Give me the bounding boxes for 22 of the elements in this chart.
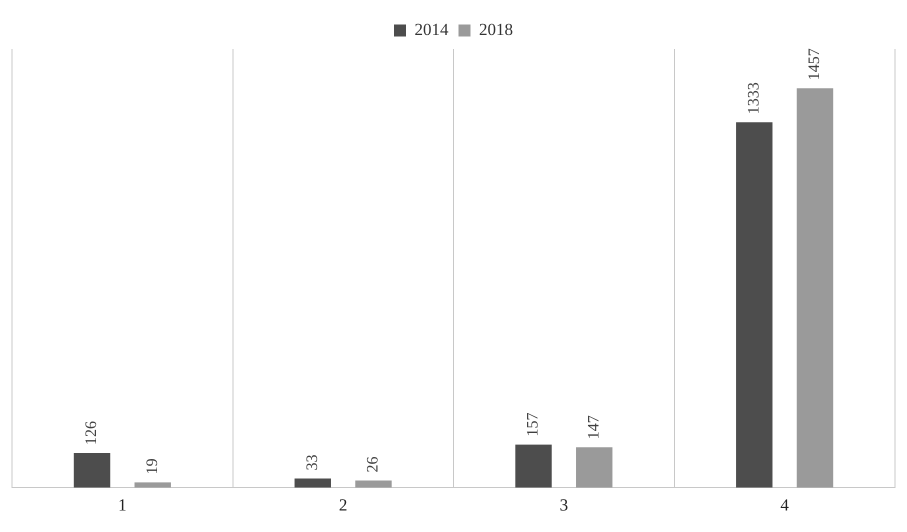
bar [134, 482, 171, 488]
x-tick-label: 1 [118, 495, 127, 514]
bar [796, 88, 834, 488]
x-tick-label: 2 [338, 495, 348, 514]
data-label: 1333 [745, 82, 762, 114]
bar [74, 453, 110, 488]
x-tick-label: 3 [560, 495, 568, 514]
data-label: 19 [144, 458, 161, 474]
data-label: 1457 [806, 48, 824, 80]
data-label: 33 [304, 454, 321, 471]
bar [294, 478, 331, 488]
bar [515, 444, 552, 488]
data-label: 157 [524, 412, 542, 437]
legend-label: 2014 [414, 20, 449, 39]
bar [736, 122, 772, 488]
x-tick-label: 4 [780, 495, 790, 514]
data-label: 147 [585, 415, 602, 440]
data-label: 26 [364, 456, 382, 472]
data-label: 126 [83, 421, 100, 446]
legend-label: 2018 [479, 20, 513, 39]
bar [576, 447, 612, 488]
bar [355, 480, 392, 488]
